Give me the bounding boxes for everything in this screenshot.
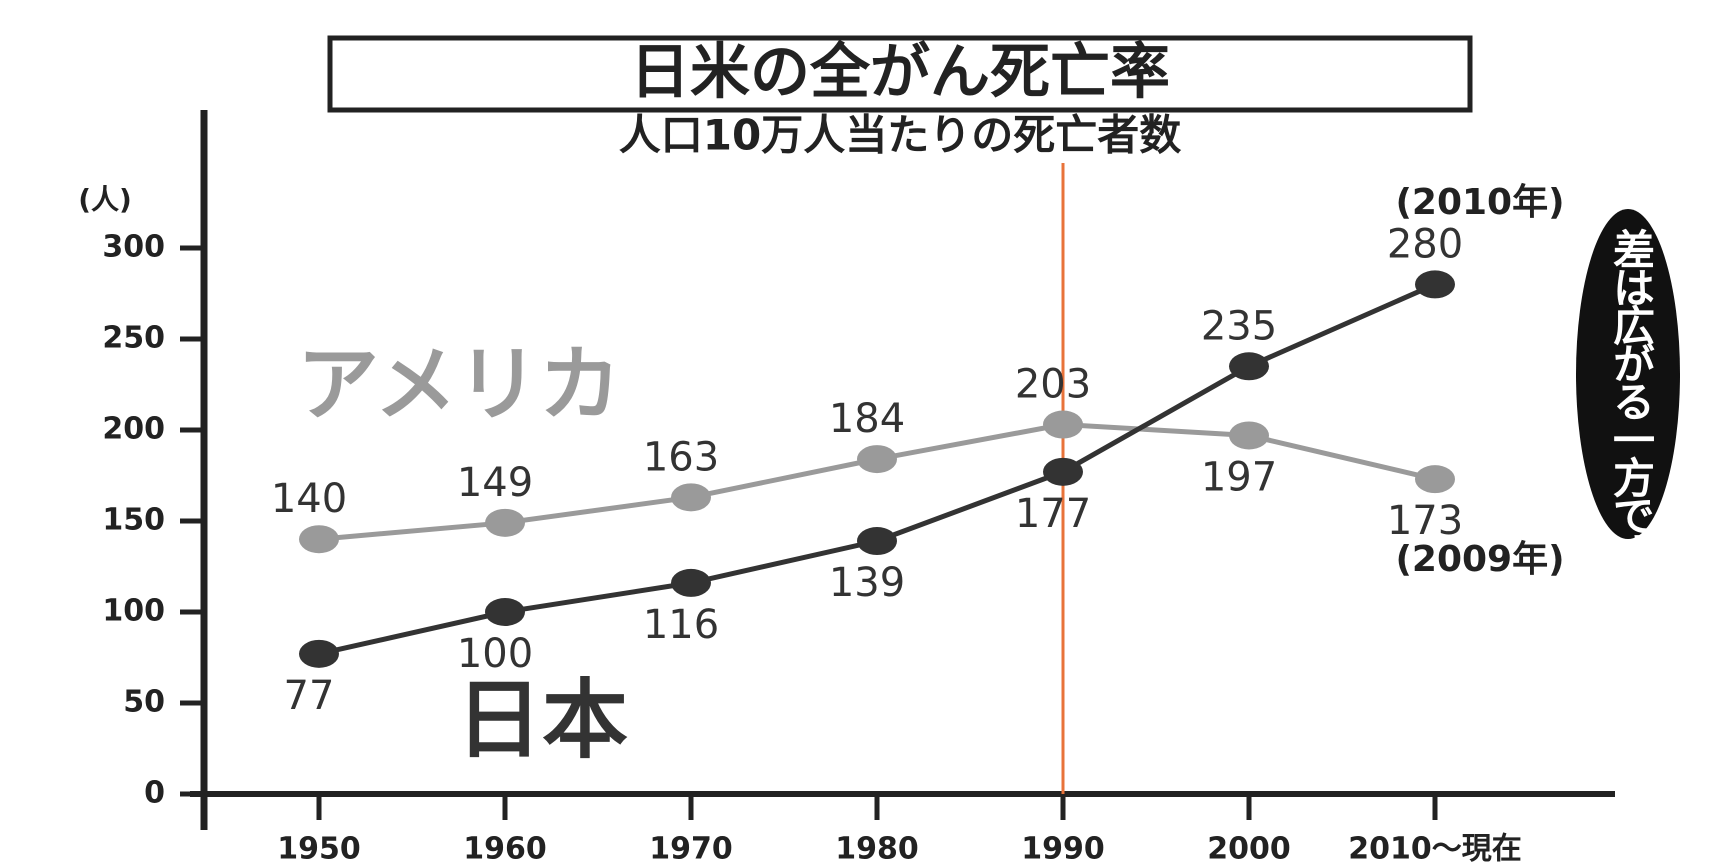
data-label: 203 — [1015, 362, 1091, 408]
y-tick-label: 150 — [102, 503, 165, 538]
point — [671, 483, 711, 512]
point — [1415, 270, 1455, 299]
y-tick-label: 250 — [102, 321, 165, 356]
data-label: 139 — [829, 560, 905, 606]
annotation: (2010年) — [1395, 182, 1564, 223]
x-tick-label: 2010〜現在 — [1348, 832, 1522, 865]
data-label: 173 — [1387, 498, 1463, 544]
data-label: 77 — [284, 673, 335, 719]
y-tick-label: 50 — [123, 685, 165, 720]
y-tick-label: 200 — [102, 412, 165, 447]
callout — [1576, 209, 1680, 539]
data-label: 163 — [643, 434, 719, 480]
data-label: 116 — [643, 602, 719, 648]
chart-subtitle: 人口10万人当たりの死亡者数 — [619, 111, 1181, 160]
x-tick-label: 1950 — [277, 832, 361, 865]
x-tick-label: 1980 — [835, 832, 919, 865]
callout-text: 差は広がる一方です — [1607, 228, 1656, 573]
point — [1043, 410, 1083, 439]
data-label: 184 — [829, 396, 905, 442]
point — [299, 639, 339, 668]
point — [857, 527, 897, 556]
point — [1229, 421, 1269, 450]
data-label: 100 — [457, 631, 533, 677]
point — [485, 508, 525, 537]
x-tick-label: 1990 — [1021, 832, 1105, 865]
point — [671, 568, 711, 597]
data-label: 197 — [1201, 454, 1277, 500]
annotation: (2009年) — [1395, 539, 1564, 580]
point — [857, 445, 897, 474]
x-tick-label: 2000 — [1207, 832, 1291, 865]
data-label: 235 — [1201, 303, 1277, 349]
point — [485, 598, 525, 626]
data-label: 177 — [1015, 491, 1091, 537]
y-tick-label: 0 — [144, 776, 165, 811]
series-label: アメリカ — [297, 337, 621, 432]
series-label: 日本 — [456, 670, 628, 770]
data-label: 140 — [271, 476, 347, 522]
data-label: 149 — [457, 460, 533, 506]
y-tick-label: 100 — [102, 594, 165, 629]
point — [1229, 352, 1269, 381]
point — [1415, 465, 1455, 494]
title-box — [327, 35, 1473, 113]
data-label: 280 — [1387, 221, 1463, 267]
point — [299, 525, 339, 554]
y-tick-label: 300 — [102, 230, 165, 265]
point — [1043, 457, 1083, 486]
x-tick-label: 1970 — [649, 832, 733, 865]
x-tick-label: 1960 — [463, 832, 547, 865]
y-unit: (人) — [78, 183, 132, 216]
chart-title: 日米の全がん死亡率 — [630, 38, 1170, 108]
